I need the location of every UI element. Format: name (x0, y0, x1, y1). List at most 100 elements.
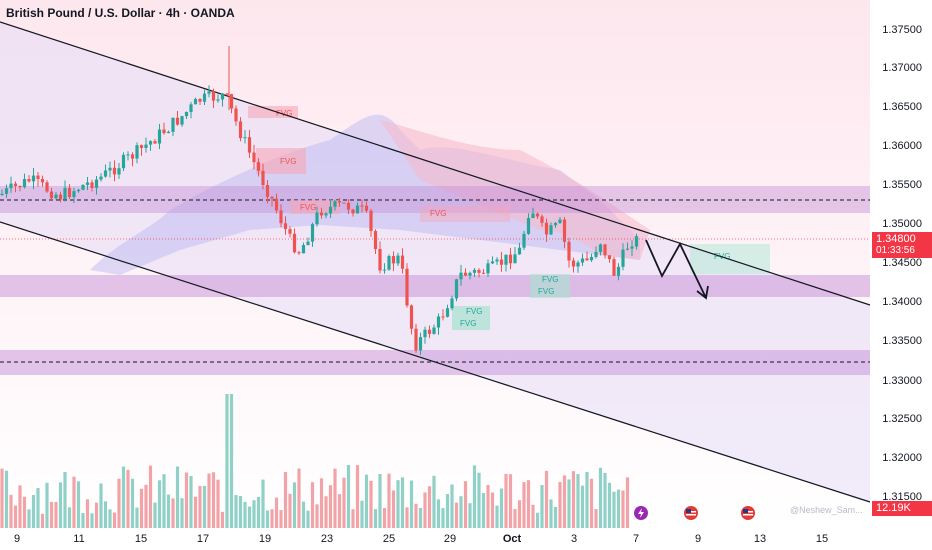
volume-bar (18, 485, 22, 528)
volume-bar (166, 494, 171, 528)
candle-body (499, 259, 504, 265)
candle-body (130, 154, 135, 159)
candle-body (252, 152, 256, 163)
volume-bar (144, 484, 148, 528)
candle-body (220, 93, 225, 100)
volume-bar (63, 471, 67, 528)
us-flag-icon[interactable] (741, 506, 755, 520)
time-axis[interactable]: 9 11 15 17 19 23 25 29 Oct 3 7 9 13 15 (14, 533, 828, 545)
candle-body (229, 94, 234, 109)
volume-bar (333, 468, 337, 528)
volume-bar (76, 481, 81, 528)
lightning-icon[interactable] (634, 506, 648, 520)
volume-bar (324, 496, 328, 528)
channel-upper-line[interactable] (0, 21, 871, 306)
volume-bar (427, 486, 432, 528)
volume-bar (477, 472, 481, 528)
volume-bar (526, 480, 531, 528)
volume-bar (481, 493, 486, 528)
price-axis[interactable]: 1.37500 1.37000 1.36500 1.36000 1.35500 1.350… (882, 24, 922, 503)
volume-bar (126, 469, 130, 528)
candle-body (481, 272, 486, 274)
volume-bar (364, 474, 369, 528)
volume-bar (459, 496, 463, 528)
fvg-box (290, 200, 340, 214)
candle-body (441, 316, 445, 318)
price-tick-label: 1.34500 (882, 257, 922, 269)
candle-body (346, 202, 351, 210)
volume-bar (616, 489, 621, 528)
candle-body (72, 191, 76, 198)
volume-bar (117, 478, 121, 528)
volume-bar (423, 492, 427, 528)
candle-body (409, 305, 414, 329)
candle-body (90, 182, 94, 188)
fvg-box (530, 286, 570, 298)
volume-bar (310, 482, 315, 528)
volume-bar (418, 508, 423, 528)
us-flag-icon[interactable] (684, 506, 698, 520)
volume-bar (594, 509, 598, 528)
fvg-label: FVG (538, 287, 554, 296)
volume-bar (400, 477, 405, 528)
candle-body (112, 167, 117, 175)
volume-bar (220, 511, 225, 528)
candle-body (495, 259, 499, 262)
volume-bar (283, 471, 288, 528)
volume-bar (351, 509, 355, 528)
volume-bar (576, 474, 580, 528)
volume-bar (108, 509, 112, 528)
candle-body (315, 212, 319, 225)
volume-bar (391, 490, 396, 528)
volume-bar (261, 479, 265, 528)
candle-body (261, 170, 265, 186)
projection-path[interactable] (645, 239, 707, 299)
volume-bar (436, 499, 441, 528)
candle-body (256, 162, 261, 171)
candle-body (117, 168, 121, 175)
candle-body (382, 269, 387, 271)
candle-body (603, 244, 607, 256)
volume-bar (45, 482, 49, 528)
volume-bar (175, 466, 180, 528)
fvg-label: FVG (276, 109, 292, 118)
channel-lower-line[interactable] (0, 221, 871, 503)
candle-body (247, 137, 252, 153)
candle-body (18, 186, 22, 188)
candle-body (121, 154, 126, 169)
volume-bar (85, 499, 90, 528)
candle-body (337, 201, 342, 203)
volume-bar (414, 503, 418, 528)
candle-body (328, 206, 333, 214)
candle-body (292, 233, 297, 253)
volume-bar (373, 509, 378, 528)
volume-bar (189, 475, 193, 528)
candle-body (351, 209, 355, 214)
volume-bar (535, 512, 540, 528)
candle-body (508, 254, 513, 264)
candle-body (454, 279, 459, 299)
fvg-box (452, 318, 490, 330)
volume-bar (162, 474, 166, 528)
candle-body (319, 212, 324, 216)
candle-body (27, 179, 31, 182)
volume-bar (445, 494, 450, 528)
volume-bar (598, 467, 603, 528)
candle-body (616, 266, 621, 276)
candle-body (423, 329, 427, 338)
price-tick-label: 1.34000 (882, 296, 922, 308)
volume-bar (319, 478, 324, 528)
candle-body (630, 246, 634, 249)
price-tick-label: 1.33000 (882, 375, 922, 387)
volume-bar (508, 474, 513, 528)
volume-bar (490, 492, 495, 528)
candle-body (571, 260, 576, 267)
volume-bar (441, 508, 445, 528)
candle-body (238, 121, 243, 139)
candle-body (504, 254, 508, 265)
candle-body (297, 252, 301, 254)
candle-body (396, 255, 400, 264)
price-axis-bg (870, 0, 932, 550)
